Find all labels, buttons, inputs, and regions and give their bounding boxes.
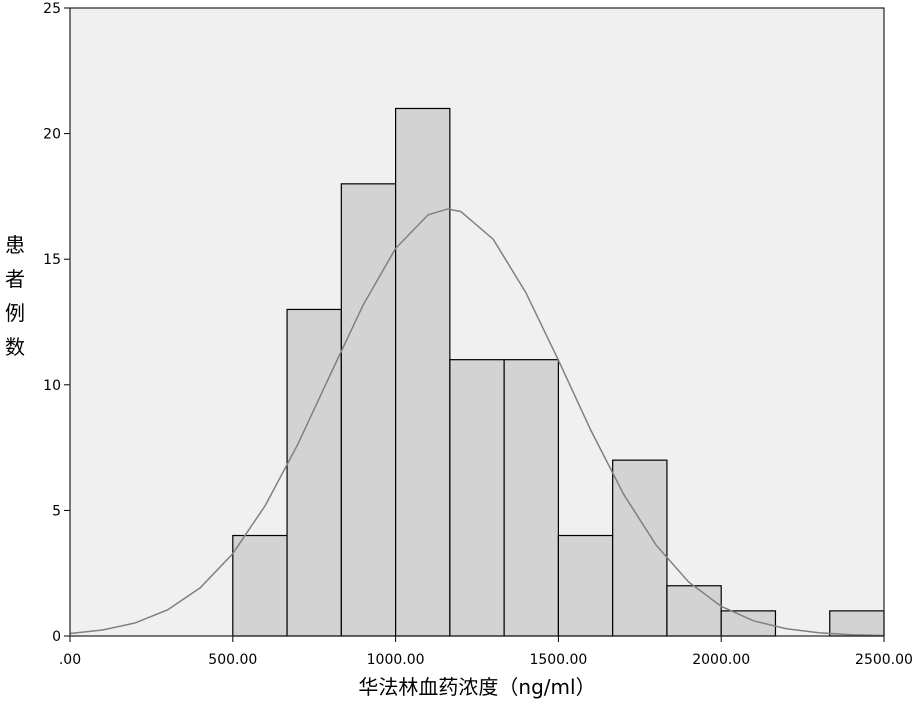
bar bbox=[395, 107, 451, 637]
bar bbox=[232, 534, 288, 637]
bar bbox=[557, 534, 614, 637]
normal-curve bbox=[69, 208, 885, 637]
x-tick-label: .00 bbox=[59, 652, 81, 668]
bar bbox=[449, 359, 505, 637]
y-tick-label: 10 bbox=[43, 378, 61, 394]
bar bbox=[286, 308, 342, 637]
x-tick-label: 500.00 bbox=[208, 652, 257, 668]
y-axis-label: 患者例数 bbox=[5, 233, 25, 359]
x-tick-label: 2000.00 bbox=[692, 652, 750, 668]
bar bbox=[829, 610, 885, 637]
y-tick-label: 15 bbox=[43, 252, 61, 268]
y-tick-label: 20 bbox=[43, 127, 61, 143]
x-axis-label: 华法林血药浓度（ng/ml） bbox=[358, 675, 595, 699]
x-tick-label: 1000.00 bbox=[367, 652, 425, 668]
plot-frame bbox=[69, 7, 885, 637]
y-tick-label: 25 bbox=[43, 1, 61, 17]
y-tick-label: 0 bbox=[52, 629, 61, 645]
y-tick-label: 5 bbox=[52, 503, 61, 519]
x-tick-label: 1500.00 bbox=[529, 652, 587, 668]
bar bbox=[666, 585, 722, 637]
bar bbox=[340, 183, 397, 637]
bar bbox=[503, 359, 559, 637]
x-tick-label: 2500.00 bbox=[855, 652, 913, 668]
